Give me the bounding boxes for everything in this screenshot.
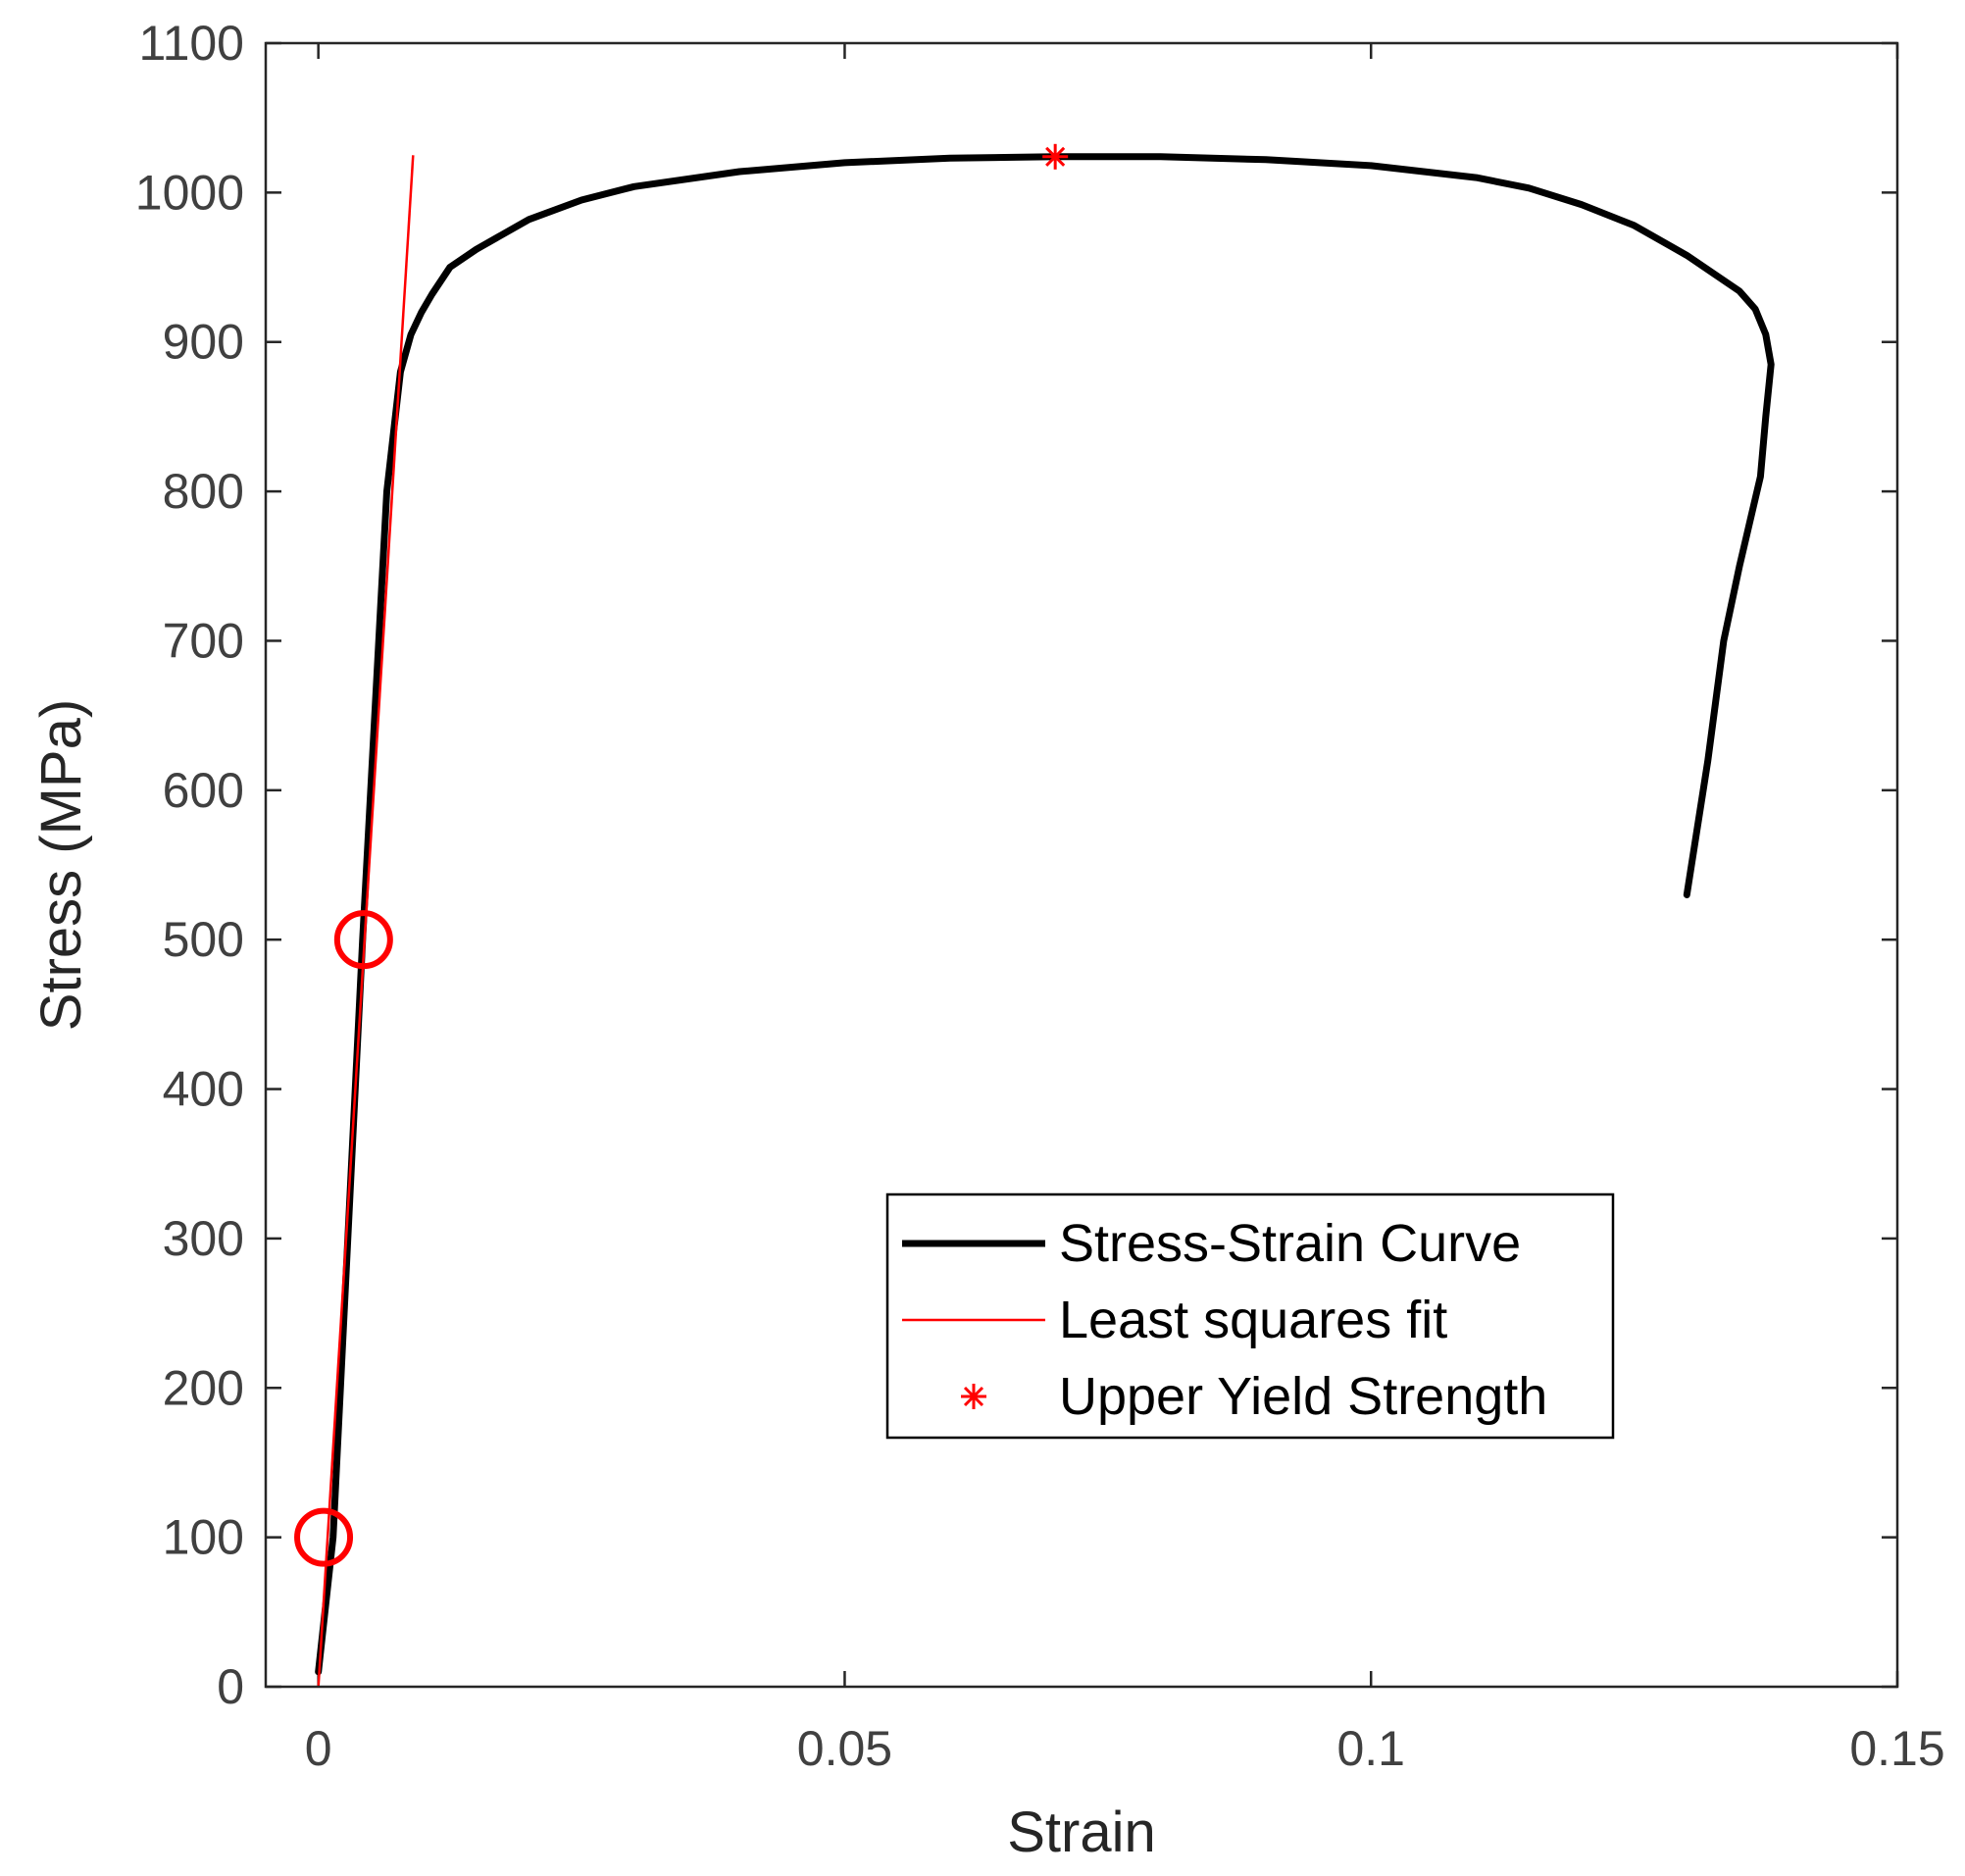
y-axis-label: Stress (MPa) xyxy=(29,699,93,1031)
stress-strain-curve xyxy=(315,153,1775,1676)
legend-swatch-upper-yield xyxy=(961,1384,986,1409)
x-axis-label: Strain xyxy=(1007,1800,1156,1864)
upper-yield-strength-marker xyxy=(1042,143,1069,170)
legend: Stress-Strain Curve Least squares fit Up… xyxy=(885,1192,1615,1440)
y-tick-label: 1000 xyxy=(135,165,244,220)
series-layer xyxy=(294,143,1775,1688)
y-tick-label: 400 xyxy=(163,1062,244,1117)
axes-box xyxy=(264,41,1899,1689)
y-tick-label: 200 xyxy=(163,1360,244,1415)
y-tick-label: 700 xyxy=(163,613,244,668)
fit-range-marker xyxy=(333,910,393,970)
y-tick-label: 900 xyxy=(163,315,244,370)
x-tick-label: 0.05 xyxy=(797,1721,892,1776)
fit-range-marker xyxy=(294,1507,354,1567)
y-tick-label: 800 xyxy=(163,464,244,519)
least-squares-fit-line xyxy=(317,155,415,1688)
legend-label-least-squares: Least squares fit xyxy=(1059,1291,1447,1349)
legend-box xyxy=(885,1192,1615,1440)
tick-labels: 0 100 200 300 400 500 600 700 800 900 1000 1100 0 0.0… xyxy=(135,16,1945,1776)
x-tick-label: 0.15 xyxy=(1849,1721,1944,1776)
y-tick-label: 600 xyxy=(163,763,244,818)
x-tick-label: 0.1 xyxy=(1336,1721,1405,1776)
y-tick-label: 1100 xyxy=(138,16,244,71)
x-tick-label: 0 xyxy=(305,1721,332,1776)
y-tick-label: 300 xyxy=(163,1211,244,1266)
y-tick-label: 0 xyxy=(217,1659,244,1714)
legend-label-upper-yield: Upper Yield Strength xyxy=(1059,1367,1547,1426)
plot-area xyxy=(266,43,1897,1687)
y-tick-label: 100 xyxy=(163,1510,244,1565)
y-tick-label: 500 xyxy=(163,912,244,967)
legend-label-stress-strain: Stress-Strain Curve xyxy=(1059,1214,1521,1273)
